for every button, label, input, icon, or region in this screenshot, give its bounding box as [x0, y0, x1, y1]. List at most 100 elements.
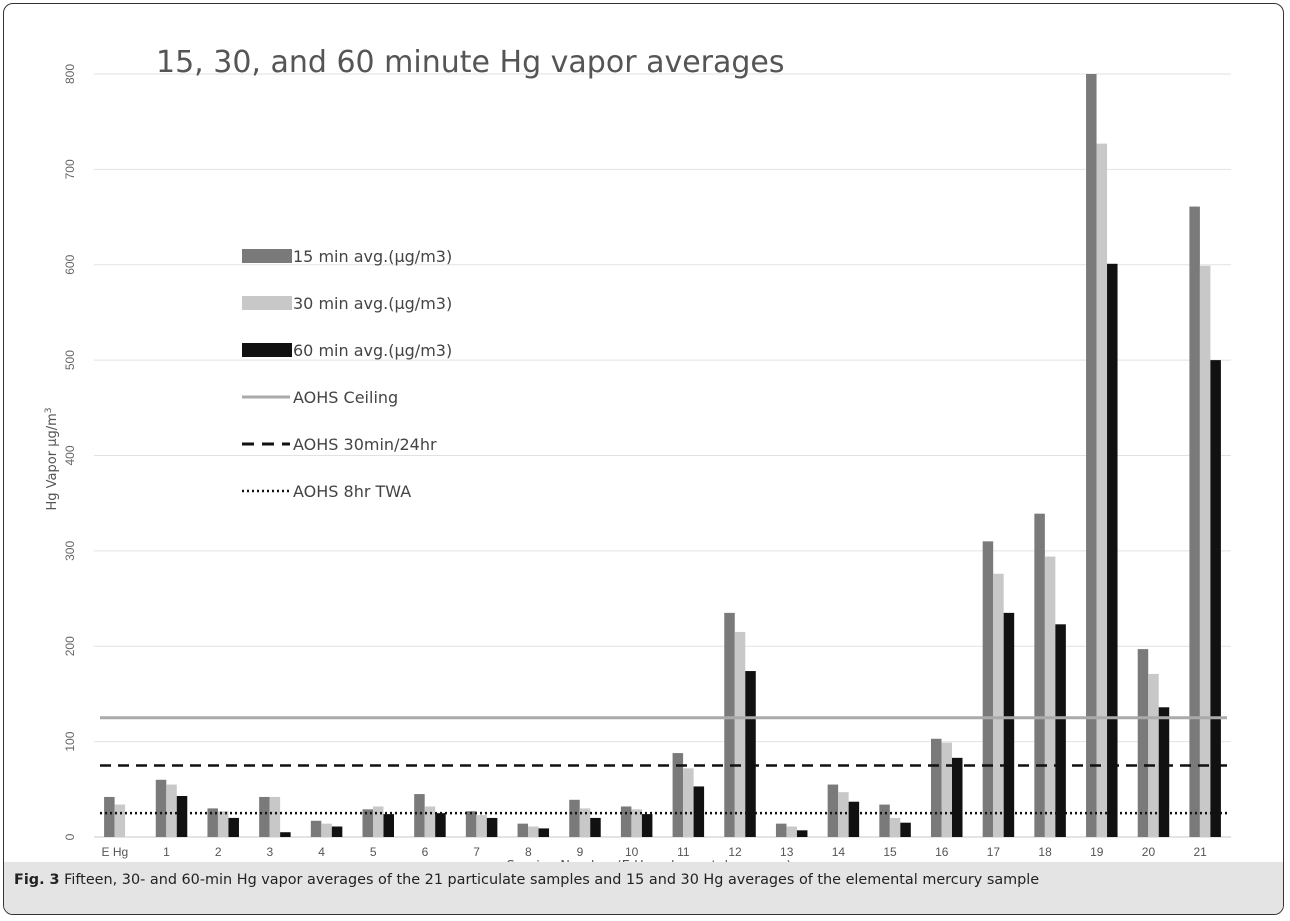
bar-3	[1107, 263, 1118, 837]
bar-1	[414, 794, 425, 837]
bar-1	[155, 779, 167, 837]
bar-1	[620, 806, 632, 837]
x-tick-label: 10	[625, 845, 639, 859]
bar-1	[931, 738, 942, 837]
legend-label: AOHS 8hr TWA	[293, 482, 411, 501]
bar-3	[952, 757, 963, 837]
bar-3	[538, 828, 550, 837]
y-tick-label: 200	[63, 636, 77, 656]
x-tick-label: 19	[1090, 845, 1104, 859]
bar-1	[362, 809, 373, 837]
bar-3	[590, 817, 601, 837]
bar-3	[641, 814, 653, 837]
bar-3	[486, 817, 498, 837]
bar-1	[259, 796, 270, 837]
bar-3	[383, 814, 394, 837]
bar-1	[672, 753, 684, 837]
bar-3	[1158, 707, 1170, 837]
bar-1	[775, 823, 787, 837]
bar-3	[1210, 360, 1221, 837]
bar-1	[1137, 649, 1149, 837]
legend-swatch	[242, 296, 292, 310]
bar-3	[693, 786, 705, 837]
bar-3	[228, 817, 239, 837]
x-tick-label: 5	[370, 845, 377, 859]
x-tick-label: 18	[1038, 845, 1052, 859]
bar-2	[528, 826, 539, 837]
x-axis-label: Session Number (E Hg=elemental mercury)	[507, 859, 792, 862]
bar-2	[269, 796, 281, 837]
bar-1	[827, 784, 839, 837]
x-tick-label: 13	[780, 845, 794, 859]
bar-3	[176, 795, 188, 837]
bar-2	[217, 811, 229, 837]
bar-1	[1034, 513, 1045, 837]
bar-1	[207, 808, 218, 837]
bar-2	[1148, 673, 1159, 837]
bar-2	[424, 806, 436, 837]
x-tick-label: 8	[525, 845, 532, 859]
y-tick-label: 800	[63, 64, 77, 84]
bar-2	[1199, 265, 1211, 837]
bar-1	[310, 820, 322, 837]
x-tick-label: 14	[832, 845, 846, 859]
y-tick-label: 500	[63, 350, 77, 370]
bar-2	[476, 815, 487, 837]
figure-caption: Fig. 3 Fifteen, 30- and 60-min Hg vapor …	[4, 862, 1283, 914]
x-tick-label: 16	[935, 845, 949, 859]
bar-3	[435, 813, 446, 837]
bar-1	[465, 811, 477, 837]
y-tick-label: 400	[63, 445, 77, 465]
x-tick-label: 6	[422, 845, 429, 859]
x-tick-label: 20	[1142, 845, 1156, 859]
bar-2	[321, 823, 332, 837]
x-tick-label: 15	[883, 845, 897, 859]
legend-label: 60 min avg.(µg/m3)	[293, 341, 452, 360]
bar-1	[104, 796, 115, 837]
y-tick-label: 0	[63, 833, 77, 840]
x-tick-label: 17	[987, 845, 1001, 859]
bar-2	[579, 808, 591, 837]
x-tick-label: 12	[728, 845, 742, 859]
bar-1	[879, 804, 890, 837]
legend-swatch	[242, 249, 292, 263]
bar-3	[745, 671, 756, 837]
bar-2	[631, 809, 642, 837]
x-tick-label: 4	[318, 845, 325, 859]
bar-2	[838, 792, 849, 837]
legend-label: 30 min avg.(µg/m3)	[293, 294, 452, 313]
x-tick-label: 21	[1193, 845, 1207, 859]
bar-2	[993, 573, 1004, 837]
legend-swatch	[242, 343, 292, 357]
bar-3	[848, 801, 860, 837]
y-tick-label: 300	[63, 541, 77, 561]
bar-3	[331, 826, 343, 837]
caption-text: Fifteen, 30- and 60-min Hg vapor average…	[64, 872, 1040, 888]
y-axis-label: Hg Vapor µg/m3	[44, 408, 60, 511]
bar-2	[373, 806, 384, 837]
legend-label: AOHS Ceiling	[293, 388, 398, 407]
y-tick-label: 100	[63, 731, 77, 751]
bar-3	[796, 830, 808, 837]
bar-1	[982, 541, 994, 837]
bar-2	[166, 784, 177, 837]
bar-1	[724, 612, 735, 837]
bar-1	[569, 799, 580, 837]
bar-3	[1003, 612, 1015, 837]
chart-title: 15, 30, and 60 minute Hg vapor averages	[156, 45, 785, 80]
figure-frame: 0 100 200 300 400 500 600 700 800 E Hg 1 2 3 4 5 6 7 8 9 10…	[3, 3, 1284, 915]
bar-2	[889, 817, 901, 837]
bar-2	[114, 804, 126, 837]
bar-1	[1086, 74, 1097, 837]
bar-2	[1044, 556, 1056, 837]
bar-3	[280, 832, 291, 837]
x-tick-label: 2	[215, 845, 222, 859]
x-tick-label: 9	[577, 845, 584, 859]
bar-2	[1096, 143, 1108, 837]
x-tick-label: E Hg	[101, 845, 128, 859]
x-tick-label: 7	[473, 845, 480, 859]
bar-1	[1189, 206, 1200, 838]
bar-2	[734, 631, 746, 837]
legend-label: AOHS 30min/24hr	[293, 435, 437, 454]
